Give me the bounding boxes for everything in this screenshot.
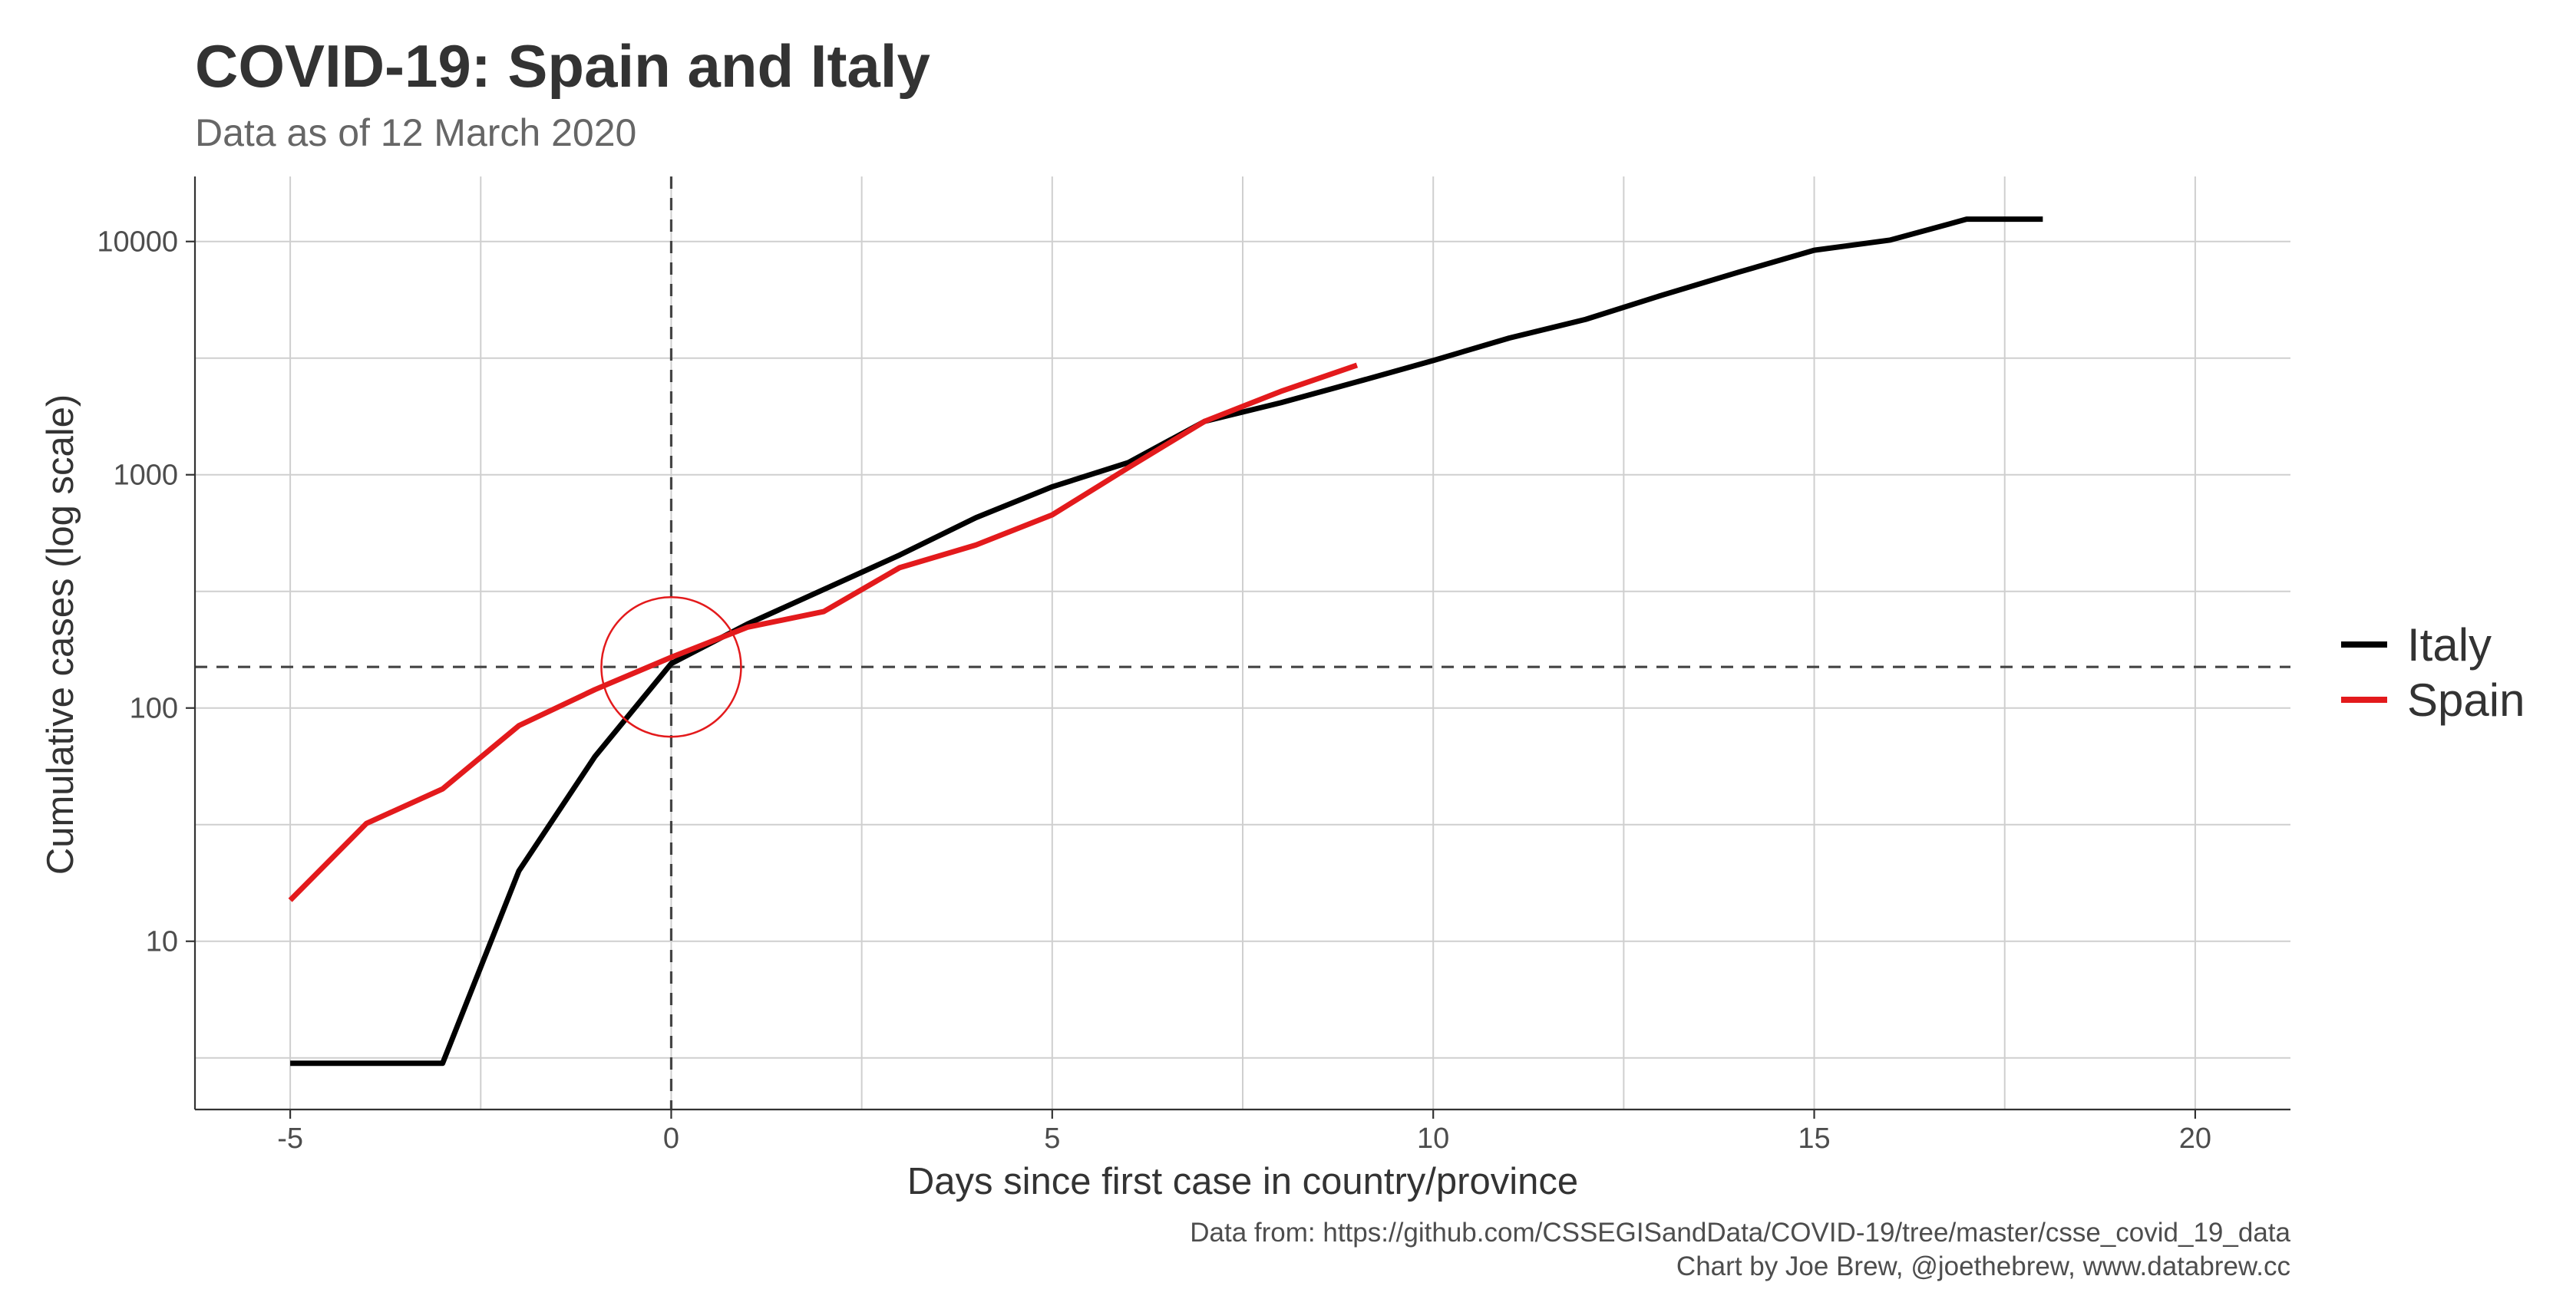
x-tick-label: 15 (1798, 1123, 1830, 1155)
series-line-spain (288, 362, 1359, 902)
x-tick-label: 0 (663, 1123, 679, 1155)
grid-lines (195, 176, 2290, 1110)
chart-subtitle: Data as of 12 March 2020 (195, 111, 636, 154)
y-tick-label: 10 (146, 926, 178, 958)
series-line-italy (290, 216, 2043, 1067)
reference-lines (195, 176, 2290, 1110)
x-tick-label: 20 (2179, 1123, 2211, 1155)
annotations (600, 595, 742, 738)
caption-source: Data from: https://github.com/CSSEGISand… (1190, 1218, 2290, 1248)
x-tick-label: 5 (1044, 1123, 1060, 1155)
y-tick-label: 1000 (113, 460, 178, 492)
y-tick-label: 10000 (97, 226, 178, 259)
x-axis-title: Days since first case in country/provinc… (907, 1161, 1578, 1202)
x-tick-label: -5 (277, 1123, 303, 1155)
chart-title: COVID-19: Spain and Italy (195, 32, 930, 100)
legend-label-italy: Italy (2407, 619, 2492, 671)
data-series (288, 216, 2043, 1067)
x-tick-label: 10 (1417, 1123, 1449, 1155)
legend-label-spain: Spain (2407, 674, 2525, 726)
highlight-circle (600, 595, 742, 738)
y-tick-label: 100 (130, 693, 178, 725)
axes: -5 0 5 10 15 20 10 100 1000 10000 (97, 176, 2290, 1155)
caption-author: Chart by Joe Brew, @joethebrew, www.data… (1676, 1251, 2290, 1281)
y-axis-title: Cumulative cases (log scale) (40, 394, 81, 875)
